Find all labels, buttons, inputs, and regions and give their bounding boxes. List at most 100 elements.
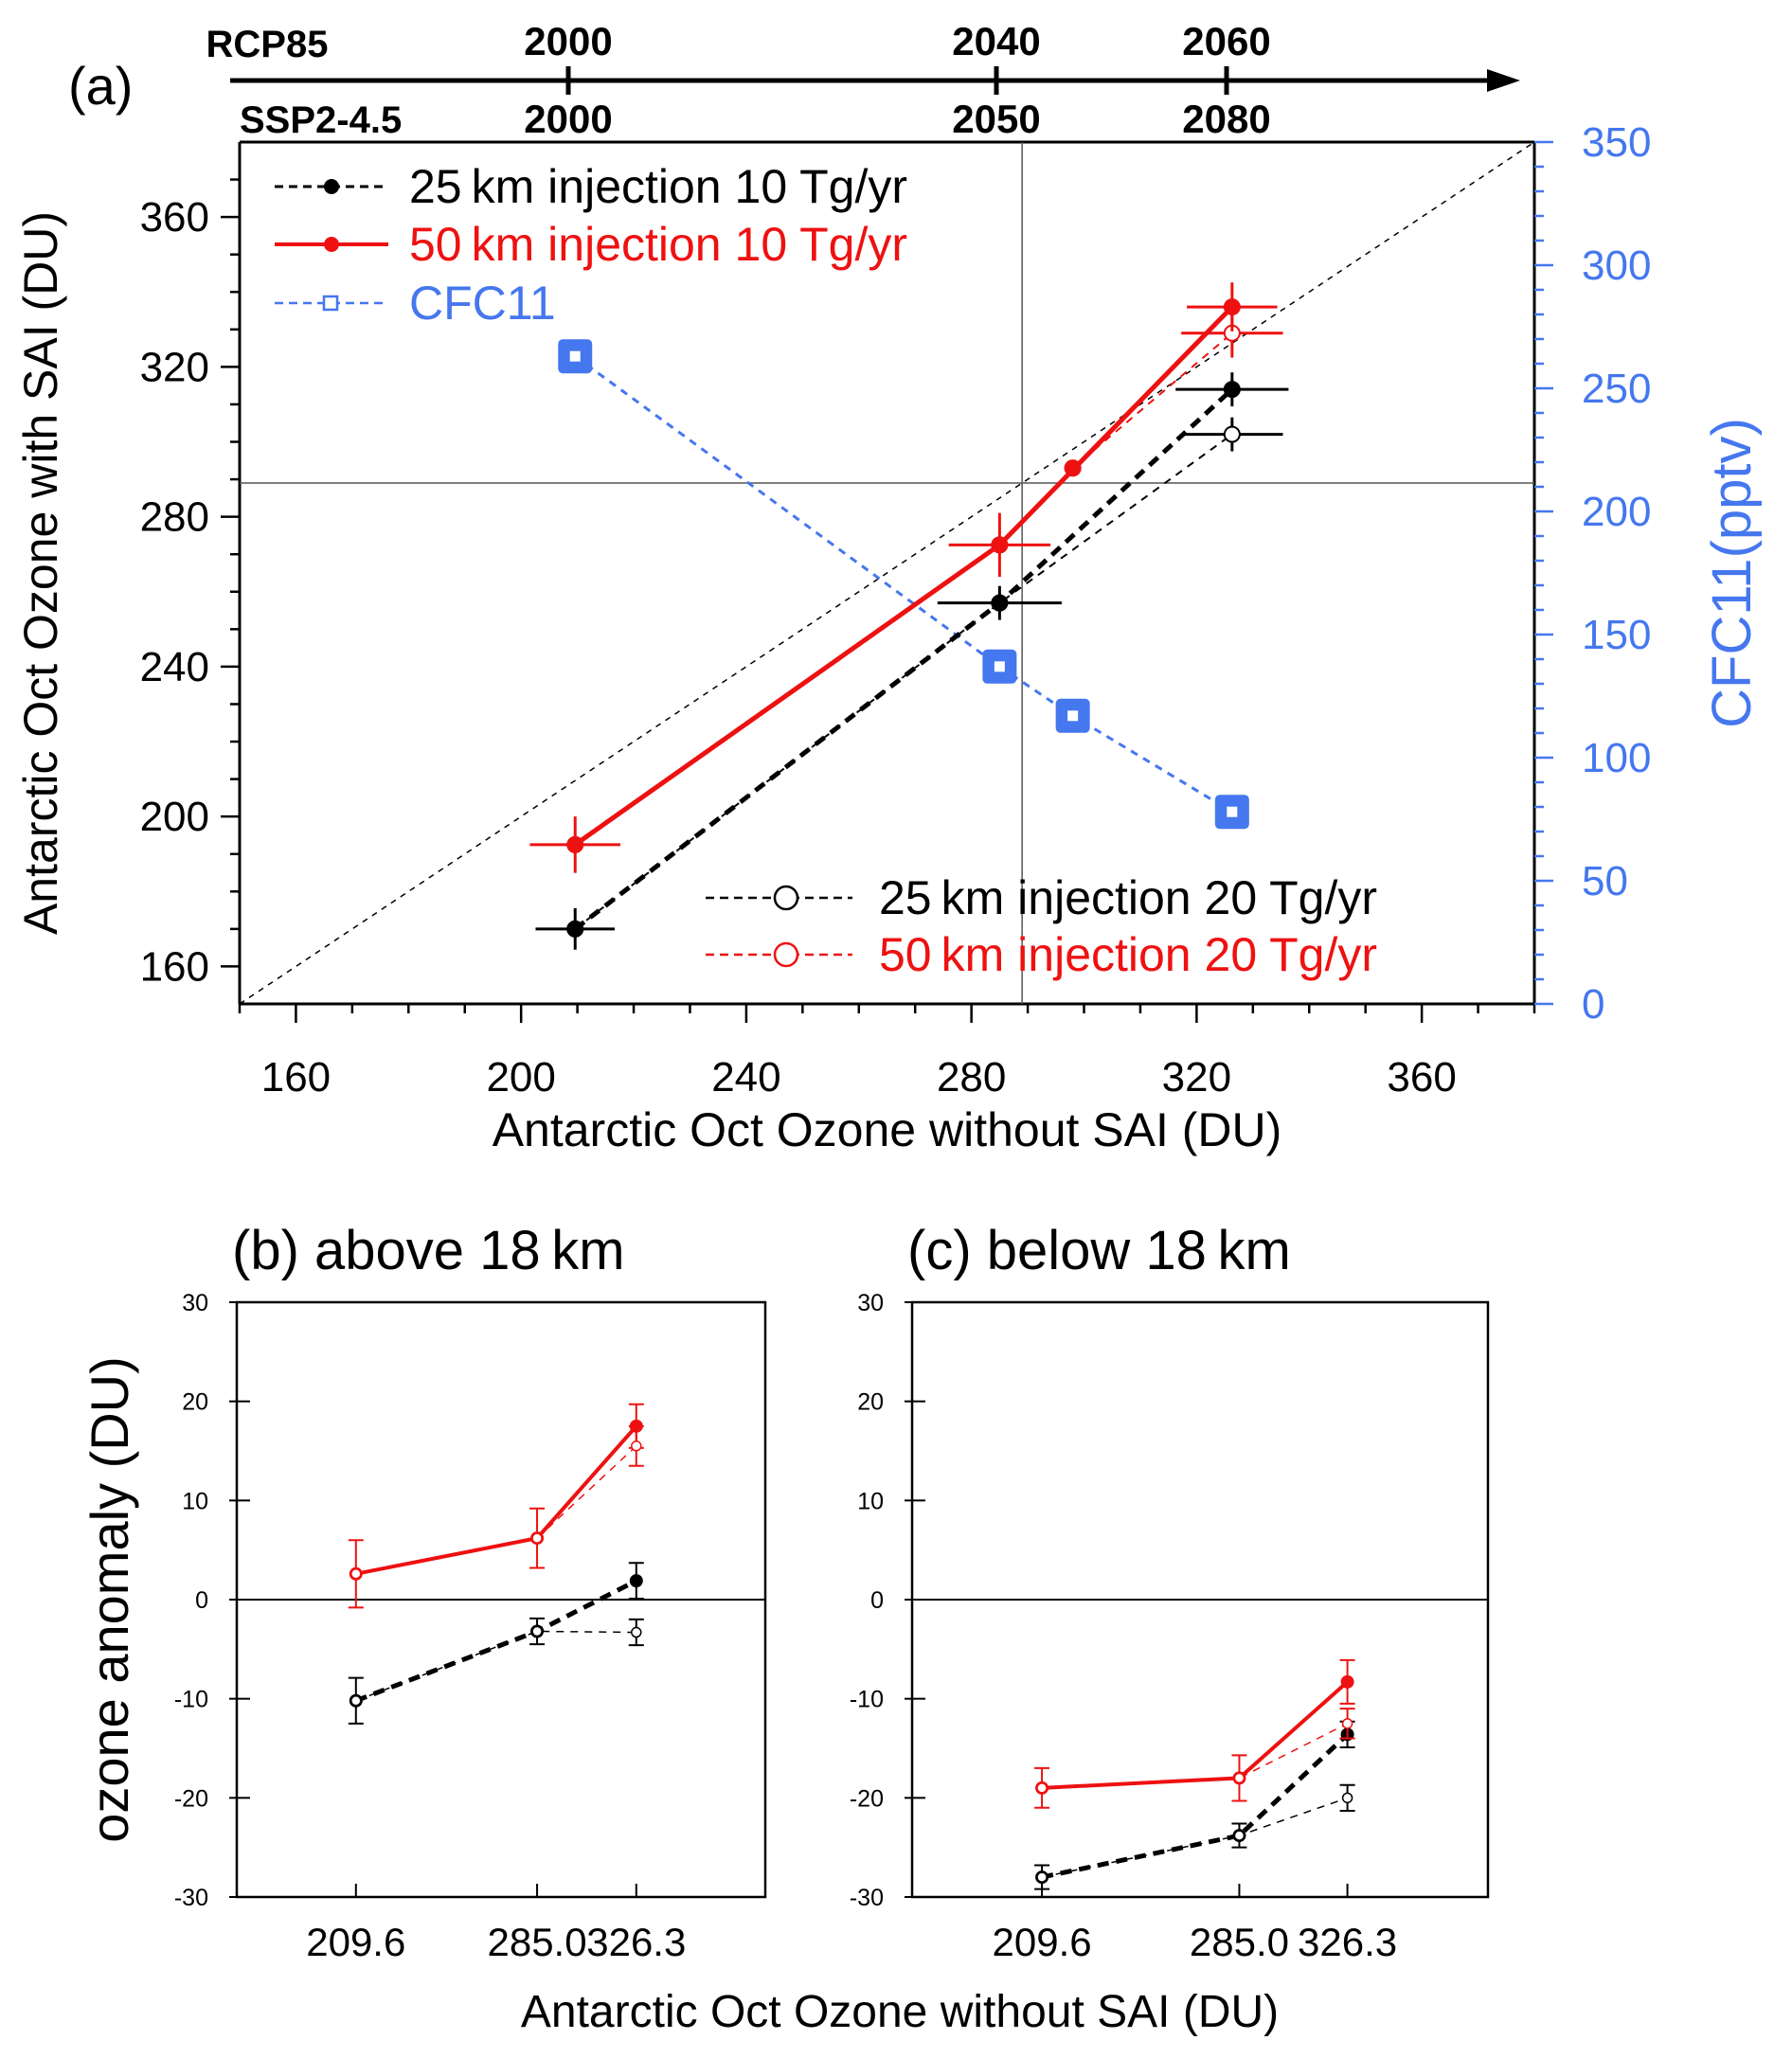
legend-label-r10: 50 km injection 10 Tg/yr <box>409 218 907 271</box>
panel-c: -30 -20 -10 0 10 20 30 209.6 285.0 326.3 (c) below… <box>850 1220 1490 1964</box>
y-tick-label: 30 <box>857 1290 884 1316</box>
legend-marker-b20 <box>773 885 799 911</box>
timeline-ssp-year: 2000 <box>524 97 612 141</box>
legend-label-b20: 25 km injection 20 Tg/yr <box>879 871 1377 924</box>
y-tick-label: 10 <box>182 1488 208 1514</box>
y-tick-label: 200 <box>140 794 209 840</box>
panel-title: (c) below 18 km <box>907 1220 1291 1281</box>
timeline: RCP85 SSP2-4.5 2000 2000 2040 2050 2060 2080 <box>206 19 1520 141</box>
y-tick-label: 10 <box>857 1488 884 1514</box>
data-point-1 <box>1341 1792 1353 1804</box>
y-tick-label: 240 <box>140 644 209 690</box>
y-tick-label: 20 <box>182 1389 208 1416</box>
data-point-r10_mid <box>1064 459 1082 477</box>
y2-tick-label: 350 <box>1582 119 1651 166</box>
timeline-rcp-year: 2000 <box>524 19 612 63</box>
y2-tick-label: 200 <box>1582 489 1651 535</box>
x-tick-label: 280 <box>937 1054 1006 1101</box>
y-tick-label: -20 <box>850 1785 884 1812</box>
legend-label-b10: 25 km injection 10 Tg/yr <box>409 160 907 213</box>
legend-label-cfc: CFC11 <box>409 277 556 330</box>
data-point-1 <box>631 1626 642 1638</box>
x-tick-label: 240 <box>711 1054 780 1101</box>
one-to-one-line <box>239 141 1535 1005</box>
x-tick-label: 285.0 <box>1190 1920 1289 1964</box>
data-point-3 <box>631 1441 642 1452</box>
y-tick-label: 160 <box>140 943 209 990</box>
timeline-rcp-year: 2060 <box>1182 19 1270 63</box>
y2-tick-label: 50 <box>1582 858 1628 904</box>
data-point-b10 <box>566 920 584 938</box>
y2-tick-label: 0 <box>1582 981 1604 1028</box>
panel-a-label: (a) <box>68 56 133 116</box>
y2-tick-label: 300 <box>1582 242 1651 289</box>
x-tick-label: 320 <box>1162 1054 1231 1101</box>
panel-title: (b) above 18 km <box>232 1220 625 1281</box>
y-tick-label: -30 <box>850 1885 884 1911</box>
timeline-rcp-year: 2040 <box>952 19 1040 63</box>
legend-marker-r10 <box>324 237 339 252</box>
data-point-b10 <box>1223 381 1241 399</box>
x-tick-label: 209.6 <box>306 1920 405 1964</box>
data-point-b20 <box>1223 425 1241 443</box>
legend-label-r20: 50 km injection 20 Tg/yr <box>879 928 1377 981</box>
timeline-ssp-year: 2080 <box>1182 97 1270 141</box>
data-point-3 <box>1341 1718 1353 1729</box>
timeline-ssp-year: 2050 <box>952 97 1040 141</box>
data-point-inner-cfc <box>569 350 581 362</box>
x-axis-label: Antarctic Oct Ozone without SAI (DU) <box>493 1103 1282 1156</box>
y-tick-label: 20 <box>857 1389 884 1416</box>
timeline-ticks: 2000 2000 2040 2050 2060 2080 <box>524 19 1270 141</box>
x-tick-label: 326.3 <box>1298 1920 1397 1964</box>
data-point-1 <box>350 1695 362 1707</box>
legend-marker-b10 <box>324 179 339 194</box>
data-point-3 <box>1036 1782 1048 1794</box>
y2-tick-label: 250 <box>1582 366 1651 412</box>
data-point-3 <box>531 1532 543 1544</box>
data-point-2 <box>1340 1674 1354 1689</box>
data-point-r10 <box>1223 298 1241 316</box>
data-point-b10 <box>991 594 1009 612</box>
y-tick-label: 0 <box>870 1587 884 1614</box>
series-line-2 <box>355 1424 638 1576</box>
series-line-1 <box>355 1630 636 1702</box>
series-line-b20 <box>574 433 1233 930</box>
y2-tick-label: 100 <box>1582 735 1651 781</box>
data-point-inner-cfc <box>994 661 1005 672</box>
data-point-1 <box>1036 1871 1048 1883</box>
data-point-3 <box>350 1568 362 1580</box>
panel-a: 160 200 240 280 320 360 160 200 240 280 320 360 0 50 1… <box>14 56 1763 1156</box>
y-tick-label: -10 <box>174 1687 208 1713</box>
legend-marker-cfc <box>322 295 339 312</box>
y2-tick-label: 150 <box>1582 612 1651 658</box>
timeline-rcp-label: RCP85 <box>206 24 329 65</box>
y2-axis-label: CFC11(pptv) <box>1701 418 1763 728</box>
y-tick-label: -10 <box>850 1687 884 1713</box>
y-tick-label: 360 <box>140 194 209 241</box>
data-point-inner-cfc <box>1067 710 1079 722</box>
x-tick-label: 160 <box>261 1054 331 1101</box>
y-tick-label: -30 <box>174 1885 208 1911</box>
x-tick-label: 360 <box>1387 1054 1456 1101</box>
series-line-b10 <box>573 387 1234 931</box>
data-point-1 <box>531 1625 543 1637</box>
x-tick-label: 200 <box>486 1054 555 1101</box>
data-point-3 <box>1233 1772 1245 1784</box>
y-axis-label: Antarctic Oct Ozone with SAI (DU) <box>14 211 67 935</box>
panel-b: -30 -20 -10 0 10 20 30 209.6 285.0 326.3 (b) above… <box>80 1220 767 1964</box>
series-line-r10 <box>573 305 1234 847</box>
data-point-0 <box>629 1574 643 1588</box>
timeline-ssp-label: SSP2-4.5 <box>240 99 402 141</box>
y-tick-label: 0 <box>195 1587 208 1614</box>
x-tick-label: 285.0 <box>487 1920 586 1964</box>
y-tick-label: 280 <box>140 494 209 541</box>
series-line-2 <box>1041 1680 1349 1790</box>
y-tick-label: 320 <box>140 344 209 390</box>
data-point-1 <box>1233 1830 1245 1841</box>
data-point-r10 <box>566 835 584 853</box>
data-point-r10 <box>991 536 1009 554</box>
bottom-x-axis-label: Antarctic Oct Ozone without SAI (DU) <box>521 1987 1279 2037</box>
data-point-inner-cfc <box>1227 806 1238 817</box>
x-tick-label: 209.6 <box>993 1920 1092 1964</box>
